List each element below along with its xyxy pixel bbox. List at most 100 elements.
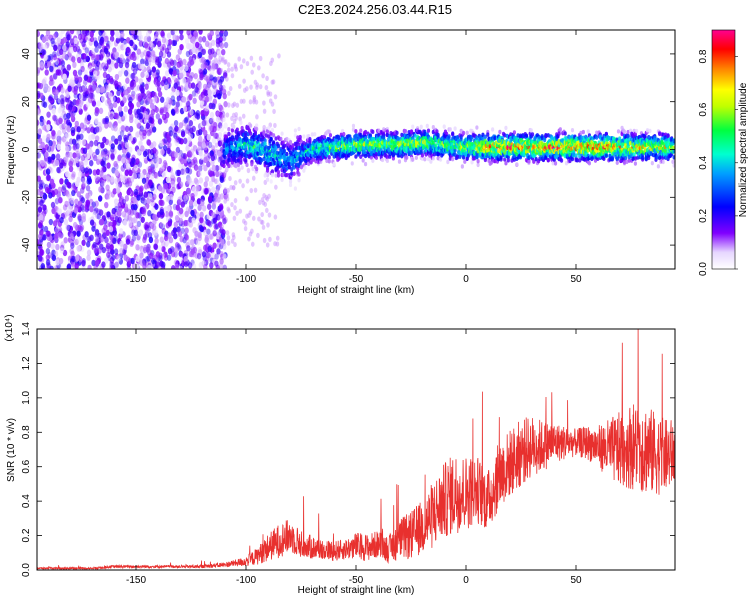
heatmap-cell <box>280 131 284 136</box>
heatmap-cell <box>85 101 90 108</box>
heatmap-cell <box>187 161 193 168</box>
heatmap-cell <box>68 160 74 168</box>
heatmap-cell <box>70 173 76 180</box>
heatmap-cell <box>131 157 136 165</box>
heatmap-cell <box>114 177 119 185</box>
heatmap-cell <box>82 180 87 187</box>
heatmap-cell <box>237 83 242 89</box>
heatmap-cell <box>86 175 92 182</box>
heatmap-cell <box>163 162 168 169</box>
heatmap-cell <box>112 237 118 245</box>
heatmap-cell <box>119 54 124 61</box>
heatmap-cell <box>268 236 272 242</box>
heatmap-cell <box>153 254 158 261</box>
heatmap-cell <box>207 95 213 102</box>
heatmap-cell <box>116 255 121 262</box>
heatmap-cell <box>217 50 222 57</box>
heatmap-cell <box>134 118 139 125</box>
heatmap-cell <box>267 212 272 218</box>
heatmap-cell <box>53 188 59 195</box>
heatmap-cell <box>62 73 67 80</box>
heatmap-cell <box>144 71 150 79</box>
heatmap-cell <box>216 111 220 117</box>
heatmap-cell <box>139 134 145 141</box>
heatmap-cell <box>75 150 81 158</box>
heatmap-cell <box>297 178 301 183</box>
heatmap-cell <box>216 47 221 54</box>
heatmap-cell <box>206 203 212 210</box>
heatmap-cell <box>122 96 127 104</box>
heatmap-cell <box>194 165 200 172</box>
heatmap-cell <box>167 232 172 239</box>
heatmap-cell <box>86 114 92 121</box>
heatmap-cell <box>79 204 85 211</box>
heatmap-cell <box>65 145 70 153</box>
heatmap-cell <box>143 41 149 49</box>
heatmap-cell <box>361 158 365 163</box>
heatmap-cell <box>266 222 270 228</box>
heatmap-cell <box>94 46 99 53</box>
heatmap-cell <box>251 215 256 221</box>
heatmap-cell <box>221 229 226 236</box>
heatmap-cell <box>188 199 194 207</box>
heatmap-cell <box>102 78 108 86</box>
heatmap-cell <box>270 101 275 107</box>
heatmap-cell <box>219 84 224 92</box>
heatmap-cell <box>158 245 163 252</box>
heatmap-cell <box>96 100 101 107</box>
heatmap-cell <box>118 228 124 235</box>
heatmap-cell <box>94 126 100 133</box>
heatmap-cell <box>156 80 161 87</box>
heatmap-cell <box>151 66 157 73</box>
heatmap-cell <box>252 99 256 105</box>
heatmap-cell <box>129 240 134 247</box>
heatmap-cell <box>204 255 210 263</box>
heatmap-cell <box>175 54 181 61</box>
heatmap-cell <box>208 221 213 228</box>
heatmap-cell <box>51 207 56 215</box>
heatmap-cell <box>125 77 130 84</box>
heatmap-cell <box>53 44 58 52</box>
heatmap-cell <box>150 200 155 207</box>
heatmap-cell <box>178 30 184 35</box>
heatmap-cell <box>269 136 273 142</box>
heatmap-cell <box>124 169 129 177</box>
heatmap-cell <box>71 255 76 263</box>
heatmap-cell <box>68 165 74 173</box>
heatmap-cell <box>166 205 171 212</box>
heatmap-cell <box>217 140 223 147</box>
heatmap-cell <box>135 236 141 244</box>
heatmap-cell <box>140 63 145 70</box>
heatmap-cell <box>241 183 245 189</box>
heatmap-cell <box>148 236 154 244</box>
heatmap-cell <box>158 222 164 229</box>
heatmap-cell <box>138 77 143 84</box>
heatmap-cell <box>103 35 108 43</box>
heatmap-cell <box>158 50 164 58</box>
heatmap-cell <box>208 102 214 110</box>
heatmap-cell <box>59 247 65 254</box>
heatmap-cell <box>201 251 207 258</box>
heatmap-cell <box>476 159 480 164</box>
heatmap-cell <box>93 139 99 147</box>
heatmap-cell <box>222 264 228 269</box>
heatmap-cell <box>302 134 306 139</box>
heatmap-cell <box>131 235 137 242</box>
heatmap-cell <box>173 119 179 127</box>
heatmap-cell <box>131 229 136 236</box>
heatmap-cell <box>354 129 358 134</box>
heatmap-cell <box>222 92 227 100</box>
heatmap-cell <box>127 180 133 187</box>
heatmap-cell <box>99 236 105 243</box>
heatmap-cell <box>332 161 336 167</box>
heatmap-cell <box>260 196 265 203</box>
heatmap-cell <box>264 85 269 91</box>
heatmap-cell <box>154 237 159 245</box>
heatmap-cell <box>194 179 200 186</box>
heatmap-cell <box>195 110 201 117</box>
heatmap-cell <box>190 209 195 217</box>
heatmap-cell <box>50 253 55 260</box>
heatmap-cell <box>211 145 216 151</box>
heatmap-cell <box>56 166 61 174</box>
heatmap-cell <box>66 119 71 126</box>
